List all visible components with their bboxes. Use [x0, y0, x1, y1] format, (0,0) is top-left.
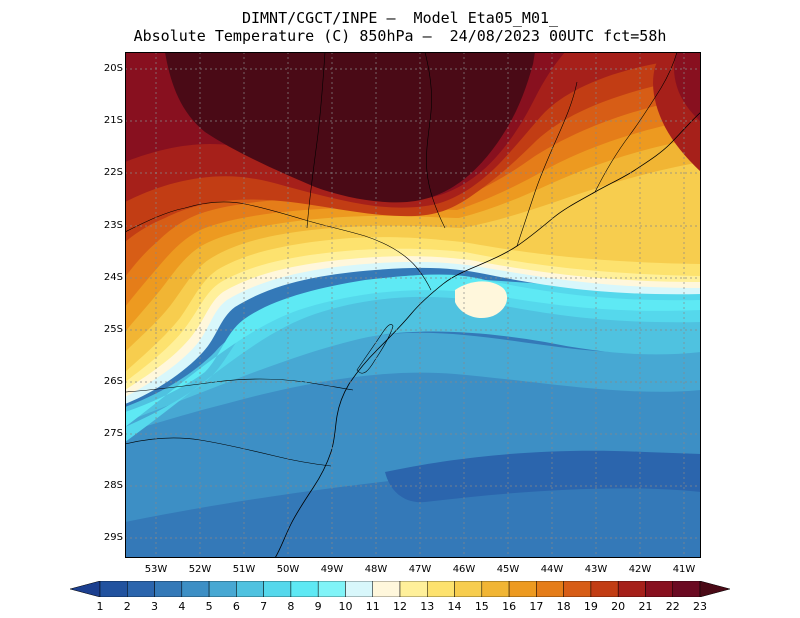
colorbar-label: 16	[502, 600, 517, 613]
colorbar-label: 18	[556, 600, 571, 613]
colorbar-label: 2	[123, 600, 131, 613]
colorbar-label: 10	[338, 600, 353, 613]
lat-label-21s: 21S	[103, 115, 123, 126]
colorbar-over-arrow	[699, 581, 730, 597]
temp-field-10	[125, 274, 701, 427]
lon-label-43w: 43W	[584, 564, 608, 575]
lon-label-41w: 41W	[672, 564, 696, 575]
lat-label-23s: 23S	[103, 220, 123, 231]
temp-field-23	[165, 52, 535, 203]
colorbar-label: 9	[314, 600, 322, 613]
lon-label-42w: 42W	[628, 564, 652, 575]
state-border-7	[594, 52, 678, 193]
colorbar-label: 3	[151, 600, 159, 613]
colorbar-label: 4	[178, 600, 186, 613]
lon-label-48w: 48W	[364, 564, 388, 575]
state-border-4	[306, 52, 326, 229]
colorbar-label: 15	[474, 600, 489, 613]
lon-gridlines	[155, 52, 685, 558]
lat-label-24s: 24S	[103, 272, 123, 283]
colorbar-cell	[236, 581, 264, 597]
colorbar-cell	[454, 581, 483, 597]
colorbar-cell	[563, 581, 592, 597]
temperature-map	[125, 52, 701, 558]
temp-field-7	[125, 332, 701, 432]
colorbar-cell	[372, 581, 401, 597]
colorbar-cell	[427, 581, 455, 597]
colorbar-cell	[127, 581, 155, 597]
colorbar-cell	[290, 581, 319, 597]
colorbar-label: 5	[205, 600, 213, 613]
colorbar-cell	[263, 581, 292, 597]
lat-label-25s: 25S	[103, 324, 123, 335]
lat-label-26s: 26S	[103, 376, 123, 387]
lat-gridlines	[125, 68, 701, 539]
lon-label-51w: 51W	[232, 564, 256, 575]
temp-field-coast-patch	[455, 281, 508, 319]
colorbar-label: 20	[611, 600, 626, 613]
colorbar-label: 12	[393, 600, 407, 613]
lon-label-46w: 46W	[452, 564, 476, 575]
lat-label-22s: 22S	[103, 167, 123, 178]
colorbar-label: 22	[665, 600, 680, 613]
colorbar-cell	[536, 581, 564, 597]
lon-label-50w: 50W	[276, 564, 300, 575]
chart-title-line-1: DIMNT/CGCT/INPE — Model Eta05_M01_	[241, 9, 559, 27]
colorbar-cell	[154, 581, 183, 597]
colorbar-label: 23	[693, 600, 707, 613]
colorbar-cell	[617, 581, 646, 597]
colorbar-label: 21	[638, 600, 653, 613]
colorbar-cell	[317, 581, 346, 597]
chart-title-line-2: Absolute Temperature (C) 850hPa — 24/08/…	[133, 27, 667, 45]
colorbar	[70, 581, 730, 597]
lagoon	[356, 324, 394, 374]
state-border-2	[125, 378, 354, 393]
lon-label-53w: 53W	[144, 564, 168, 575]
colorbar-label: 13	[420, 600, 435, 613]
lon-label-52w: 52W	[188, 564, 212, 575]
lon-label-49w: 49W	[320, 564, 344, 575]
colorbar-label: 14	[447, 600, 462, 613]
state-border-6	[516, 81, 578, 247]
colorbar-label: 19	[583, 600, 598, 613]
colorbar-cell	[508, 581, 537, 597]
colorbar-under-arrow	[70, 581, 101, 597]
lat-label-27s: 27S	[103, 428, 123, 439]
map-frame	[125, 52, 701, 558]
temp-field-ne-22	[674, 52, 701, 122]
colorbar-label: 7	[260, 600, 268, 613]
colorbar-label: 8	[287, 600, 295, 613]
lat-label-28s: 28S	[103, 480, 123, 491]
colorbar-cell	[399, 581, 428, 597]
lat-label-29s: 29S	[103, 532, 123, 543]
colorbar-cell	[99, 581, 128, 597]
colorbar-cell	[181, 581, 210, 597]
colorbar-label: 6	[232, 600, 240, 613]
colorbar-label: 1	[96, 600, 104, 613]
colorbar-label: 17	[529, 600, 544, 613]
colorbar-cell	[208, 581, 237, 597]
state-border-5	[424, 52, 446, 229]
state-border-3	[125, 437, 332, 467]
coastline	[274, 111, 701, 558]
colorbar-cell	[590, 581, 619, 597]
colorbar-cell	[481, 581, 510, 597]
temp-field-6	[125, 369, 701, 522]
lon-label-44w: 44W	[540, 564, 564, 575]
colorbar-cell	[345, 581, 373, 597]
lat-label-20s: 20S	[103, 63, 123, 74]
lon-label-47w: 47W	[408, 564, 432, 575]
colorbar-label: 11	[365, 600, 380, 613]
colorbar-cell	[645, 581, 673, 597]
colorbar-cell	[672, 581, 701, 597]
state-border-1	[125, 201, 432, 291]
lon-label-45w: 45W	[496, 564, 520, 575]
